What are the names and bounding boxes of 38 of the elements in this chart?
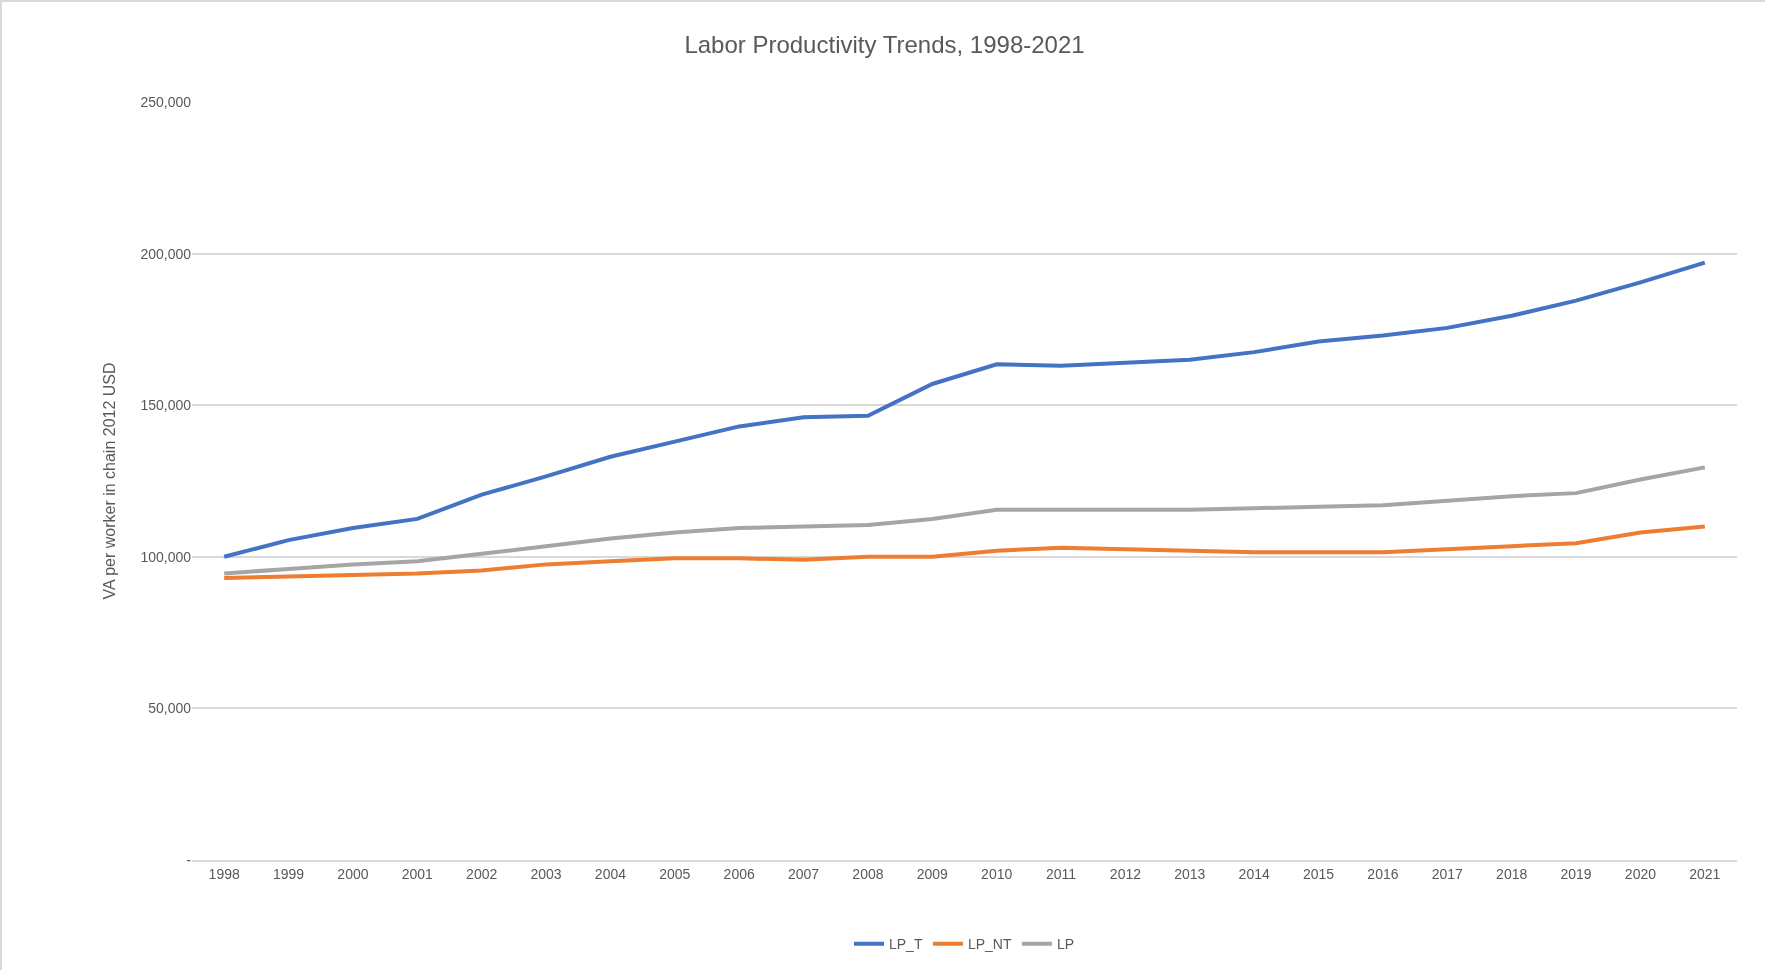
chart-title: Labor Productivity Trends, 1998-2021 xyxy=(684,30,1085,58)
x-tick-label: 2017 xyxy=(1431,865,1464,882)
x-tick-label: 2019 xyxy=(1560,865,1592,882)
x-tick-label: 2004 xyxy=(594,865,627,882)
legend-label: LP xyxy=(1056,936,1075,953)
y-tick-label: 200,000 xyxy=(140,245,192,262)
x-tick-label: 2003 xyxy=(530,865,562,882)
legend-label: LP_NT xyxy=(967,936,1012,953)
x-tick-label: 2011 xyxy=(1046,865,1077,882)
x-tick-label: 2018 xyxy=(1496,865,1528,882)
line-series xyxy=(222,260,1707,559)
y-axis-title: VA per worker in chain 2012 USD xyxy=(101,362,119,600)
y-tick-label: - xyxy=(186,851,192,868)
line-series xyxy=(222,524,1707,581)
x-tick-label: 2005 xyxy=(659,865,691,882)
x-tick-label: 1999 xyxy=(272,865,305,882)
y-tick-label: 50,000 xyxy=(148,700,192,717)
x-tick-label: 2001 xyxy=(401,865,434,882)
y-tick-label: 150,000 xyxy=(140,397,192,414)
x-tick-label: 1998 xyxy=(208,865,240,882)
x-tick-label: 2000 xyxy=(337,865,369,882)
x-tick-label: 2007 xyxy=(787,865,820,882)
x-tick-label: 2014 xyxy=(1238,865,1270,882)
x-tick-label: 2013 xyxy=(1174,865,1206,882)
x-tick-label: 2016 xyxy=(1367,865,1399,882)
x-tick-label: 2021 xyxy=(1689,865,1721,882)
line-series xyxy=(222,465,1707,576)
x-tick-label: 2006 xyxy=(723,865,755,882)
y-tick-label: 250,000 xyxy=(140,93,192,110)
x-tick-label: 2020 xyxy=(1624,865,1657,882)
x-tick-label: 2015 xyxy=(1302,865,1335,882)
legend-label: LP_T xyxy=(889,936,923,953)
x-tick-label: 2009 xyxy=(916,865,949,882)
x-tick-label: 2002 xyxy=(466,865,498,882)
x-tick-label: 2008 xyxy=(852,865,884,882)
y-tick-label: 100,000 xyxy=(140,548,192,565)
x-tick-label: 2010 xyxy=(981,865,1013,882)
x-tick-label: 2012 xyxy=(1109,865,1142,882)
